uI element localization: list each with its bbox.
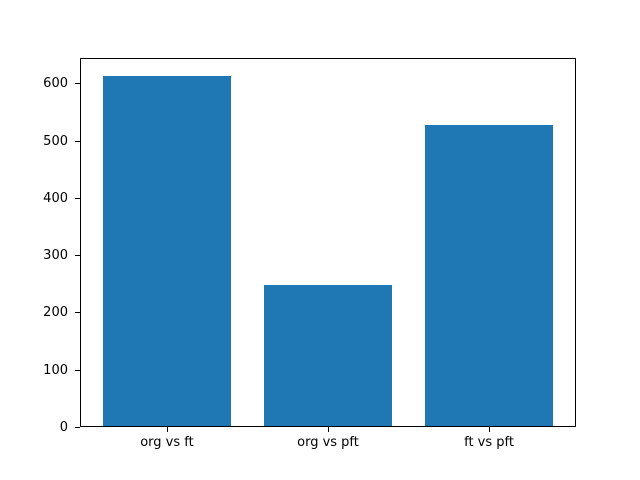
- x-tick-mark: [328, 427, 329, 432]
- x-tick-mark: [489, 427, 491, 432]
- bar-org-vs-ft: [102, 75, 232, 426]
- bar-org-vs-pft: [263, 284, 393, 426]
- y-tick-label: 200: [43, 305, 68, 321]
- x-tick-mark: [166, 427, 168, 432]
- y-tick-label: 500: [43, 133, 68, 149]
- x-tick-label: ft vs pft: [464, 435, 514, 450]
- x-tick-label: org vs pft: [297, 435, 359, 450]
- y-tick-label: 100: [43, 362, 68, 378]
- bar-ft-vs-pft: [424, 125, 554, 426]
- y-tick-label: 600: [43, 76, 68, 92]
- y-tick-label: 400: [43, 190, 68, 206]
- y-tick-mark: [75, 427, 80, 428]
- y-tick-mark: [75, 83, 80, 85]
- y-tick-mark: [75, 312, 80, 314]
- x-tick-label: org vs ft: [140, 435, 194, 450]
- y-tick-label: 0: [59, 420, 68, 435]
- y-tick-mark: [75, 255, 80, 257]
- y-tick-mark: [75, 140, 80, 142]
- y-tick-mark: [75, 197, 80, 199]
- y-tick-label: 300: [43, 248, 68, 264]
- y-tick-mark: [75, 369, 80, 371]
